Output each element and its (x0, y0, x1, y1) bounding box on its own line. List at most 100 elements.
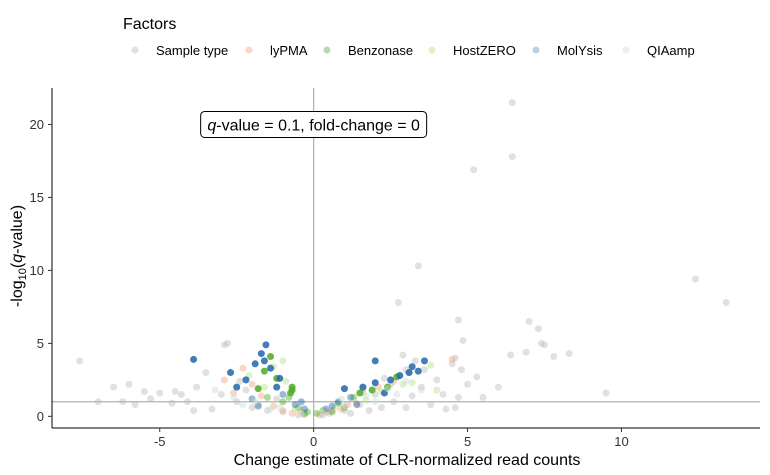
point-sample-type-6 (394, 299, 402, 307)
point-sample-type-20 (110, 383, 118, 391)
legend-key-3 (428, 46, 436, 54)
point-lypma-19 (322, 408, 330, 416)
annotation-box (200, 110, 428, 138)
point-hostzero-12 (260, 383, 268, 391)
point-hostzero-0 (279, 357, 287, 365)
point-sample-type-49 (439, 390, 447, 398)
legend-label-0: Sample type (156, 43, 228, 58)
point-molysis-18 (405, 369, 413, 377)
point-sample-type-9 (534, 325, 542, 333)
point-sample-type-1 (508, 153, 516, 161)
point-hostzero-10 (291, 405, 299, 413)
y-axis-title: -log10(q-value) (9, 205, 29, 307)
point-sample-type-3 (691, 275, 699, 283)
point-molysis-12 (334, 398, 342, 406)
point-qiaamp-10 (417, 386, 425, 394)
point-molysis-20 (408, 363, 416, 371)
point-lypma-14 (288, 409, 296, 417)
point-molysis-16 (380, 389, 388, 397)
point-molysis-0 (262, 341, 270, 349)
point-lypma-0 (448, 355, 456, 363)
point-sample-type-38 (294, 411, 302, 419)
point-molysis-24 (254, 402, 262, 410)
annotation-italic: q (207, 117, 216, 134)
point-qiaamp-14 (337, 395, 345, 403)
point-hostzero-11 (399, 380, 407, 388)
y-tick-label-1: 5 (37, 336, 44, 351)
point-sample-type-30 (147, 395, 155, 403)
y-axis-title-sub: 10 (17, 268, 29, 280)
point-sample-type-50 (448, 360, 456, 368)
y-axis-title-italic: q (9, 254, 26, 263)
point-qiaamp-11 (371, 398, 379, 406)
point-sample-type-51 (451, 354, 459, 362)
point-sample-type-63 (408, 392, 416, 400)
point-molysis-29 (276, 374, 284, 382)
y-tick-label-3: 15 (30, 190, 44, 205)
legend: Factors Sample type lyPMA Benzonase HostZER… (123, 16, 695, 58)
point-molysis-30 (297, 398, 305, 406)
point-sample-type-24 (171, 388, 179, 396)
legend-key-4 (532, 46, 540, 54)
point-benzonase-6 (260, 367, 268, 375)
point-sample-type-21 (125, 380, 133, 388)
point-benzonase-10 (334, 399, 342, 407)
point-molysis-26 (387, 376, 395, 384)
point-qiaamp-12 (239, 401, 247, 409)
point-benzonase-9 (319, 406, 327, 414)
point-lypma-9 (344, 401, 352, 409)
point-sample-type-79 (131, 401, 139, 409)
point-qiaamp-13 (267, 405, 275, 413)
point-benzonase-4 (267, 352, 275, 360)
point-hostzero-5 (427, 361, 435, 369)
point-sample-type-37 (279, 408, 287, 416)
point-benzonase-12 (368, 386, 376, 394)
point-sample-type-53 (457, 366, 465, 374)
point-qiaamp-2 (251, 398, 259, 406)
legend-label-5: QIAamp (647, 43, 695, 58)
point-sample-type-57 (479, 393, 487, 401)
point-benzonase-20 (313, 409, 321, 417)
point-hostzero-3 (408, 379, 416, 387)
point-sample-type-68 (273, 395, 281, 403)
point-sample-type-29 (168, 399, 176, 407)
point-sample-type-23 (156, 389, 164, 397)
point-sample-type-2 (470, 166, 478, 174)
point-lypma-16 (353, 399, 361, 407)
x-tick-label-0: -5 (154, 434, 166, 449)
point-benzonase-7 (294, 404, 302, 412)
point-molysis-19 (420, 357, 428, 365)
point-molysis-5 (242, 376, 250, 384)
point-hostzero-4 (433, 386, 441, 394)
point-sample-type-45 (411, 357, 419, 365)
point-molysis-4 (267, 364, 275, 372)
point-molysis-28 (227, 369, 235, 377)
point-sample-type-34 (233, 398, 241, 406)
plot-area: -5 0 5 10 0 5 10 15 20 (30, 88, 760, 449)
annotation-label: q-value = 0.1, fold-change = 0 (207, 117, 420, 134)
x-tick-label-3: 10 (614, 434, 628, 449)
legend-key-2 (323, 46, 331, 54)
point-benzonase-2 (287, 389, 295, 397)
legend-key-0 (131, 46, 139, 54)
point-molysis-21 (371, 357, 379, 365)
x-tick-label-2: 5 (464, 434, 471, 449)
point-benzonase-16 (328, 408, 336, 416)
point-benzonase-22 (340, 404, 348, 412)
point-molysis-1 (257, 350, 265, 358)
point-molysis-6 (233, 383, 241, 391)
point-sample-type-14 (550, 352, 558, 360)
point-qiaamp-4 (297, 409, 305, 417)
y-axis-title-post: -value) (9, 205, 26, 254)
point-benzonase-19 (300, 409, 308, 417)
point-sample-type-70 (347, 409, 355, 417)
point-molysis-25 (340, 385, 348, 393)
point-molysis-13 (347, 393, 355, 401)
point-sample-type-32 (223, 339, 231, 347)
point-sample-type-67 (254, 401, 262, 409)
point-sample-type-13 (507, 351, 515, 359)
point-qiaamp-1 (230, 393, 238, 401)
y-tick-label-2: 10 (30, 263, 44, 278)
point-sample-type-40 (340, 406, 348, 414)
